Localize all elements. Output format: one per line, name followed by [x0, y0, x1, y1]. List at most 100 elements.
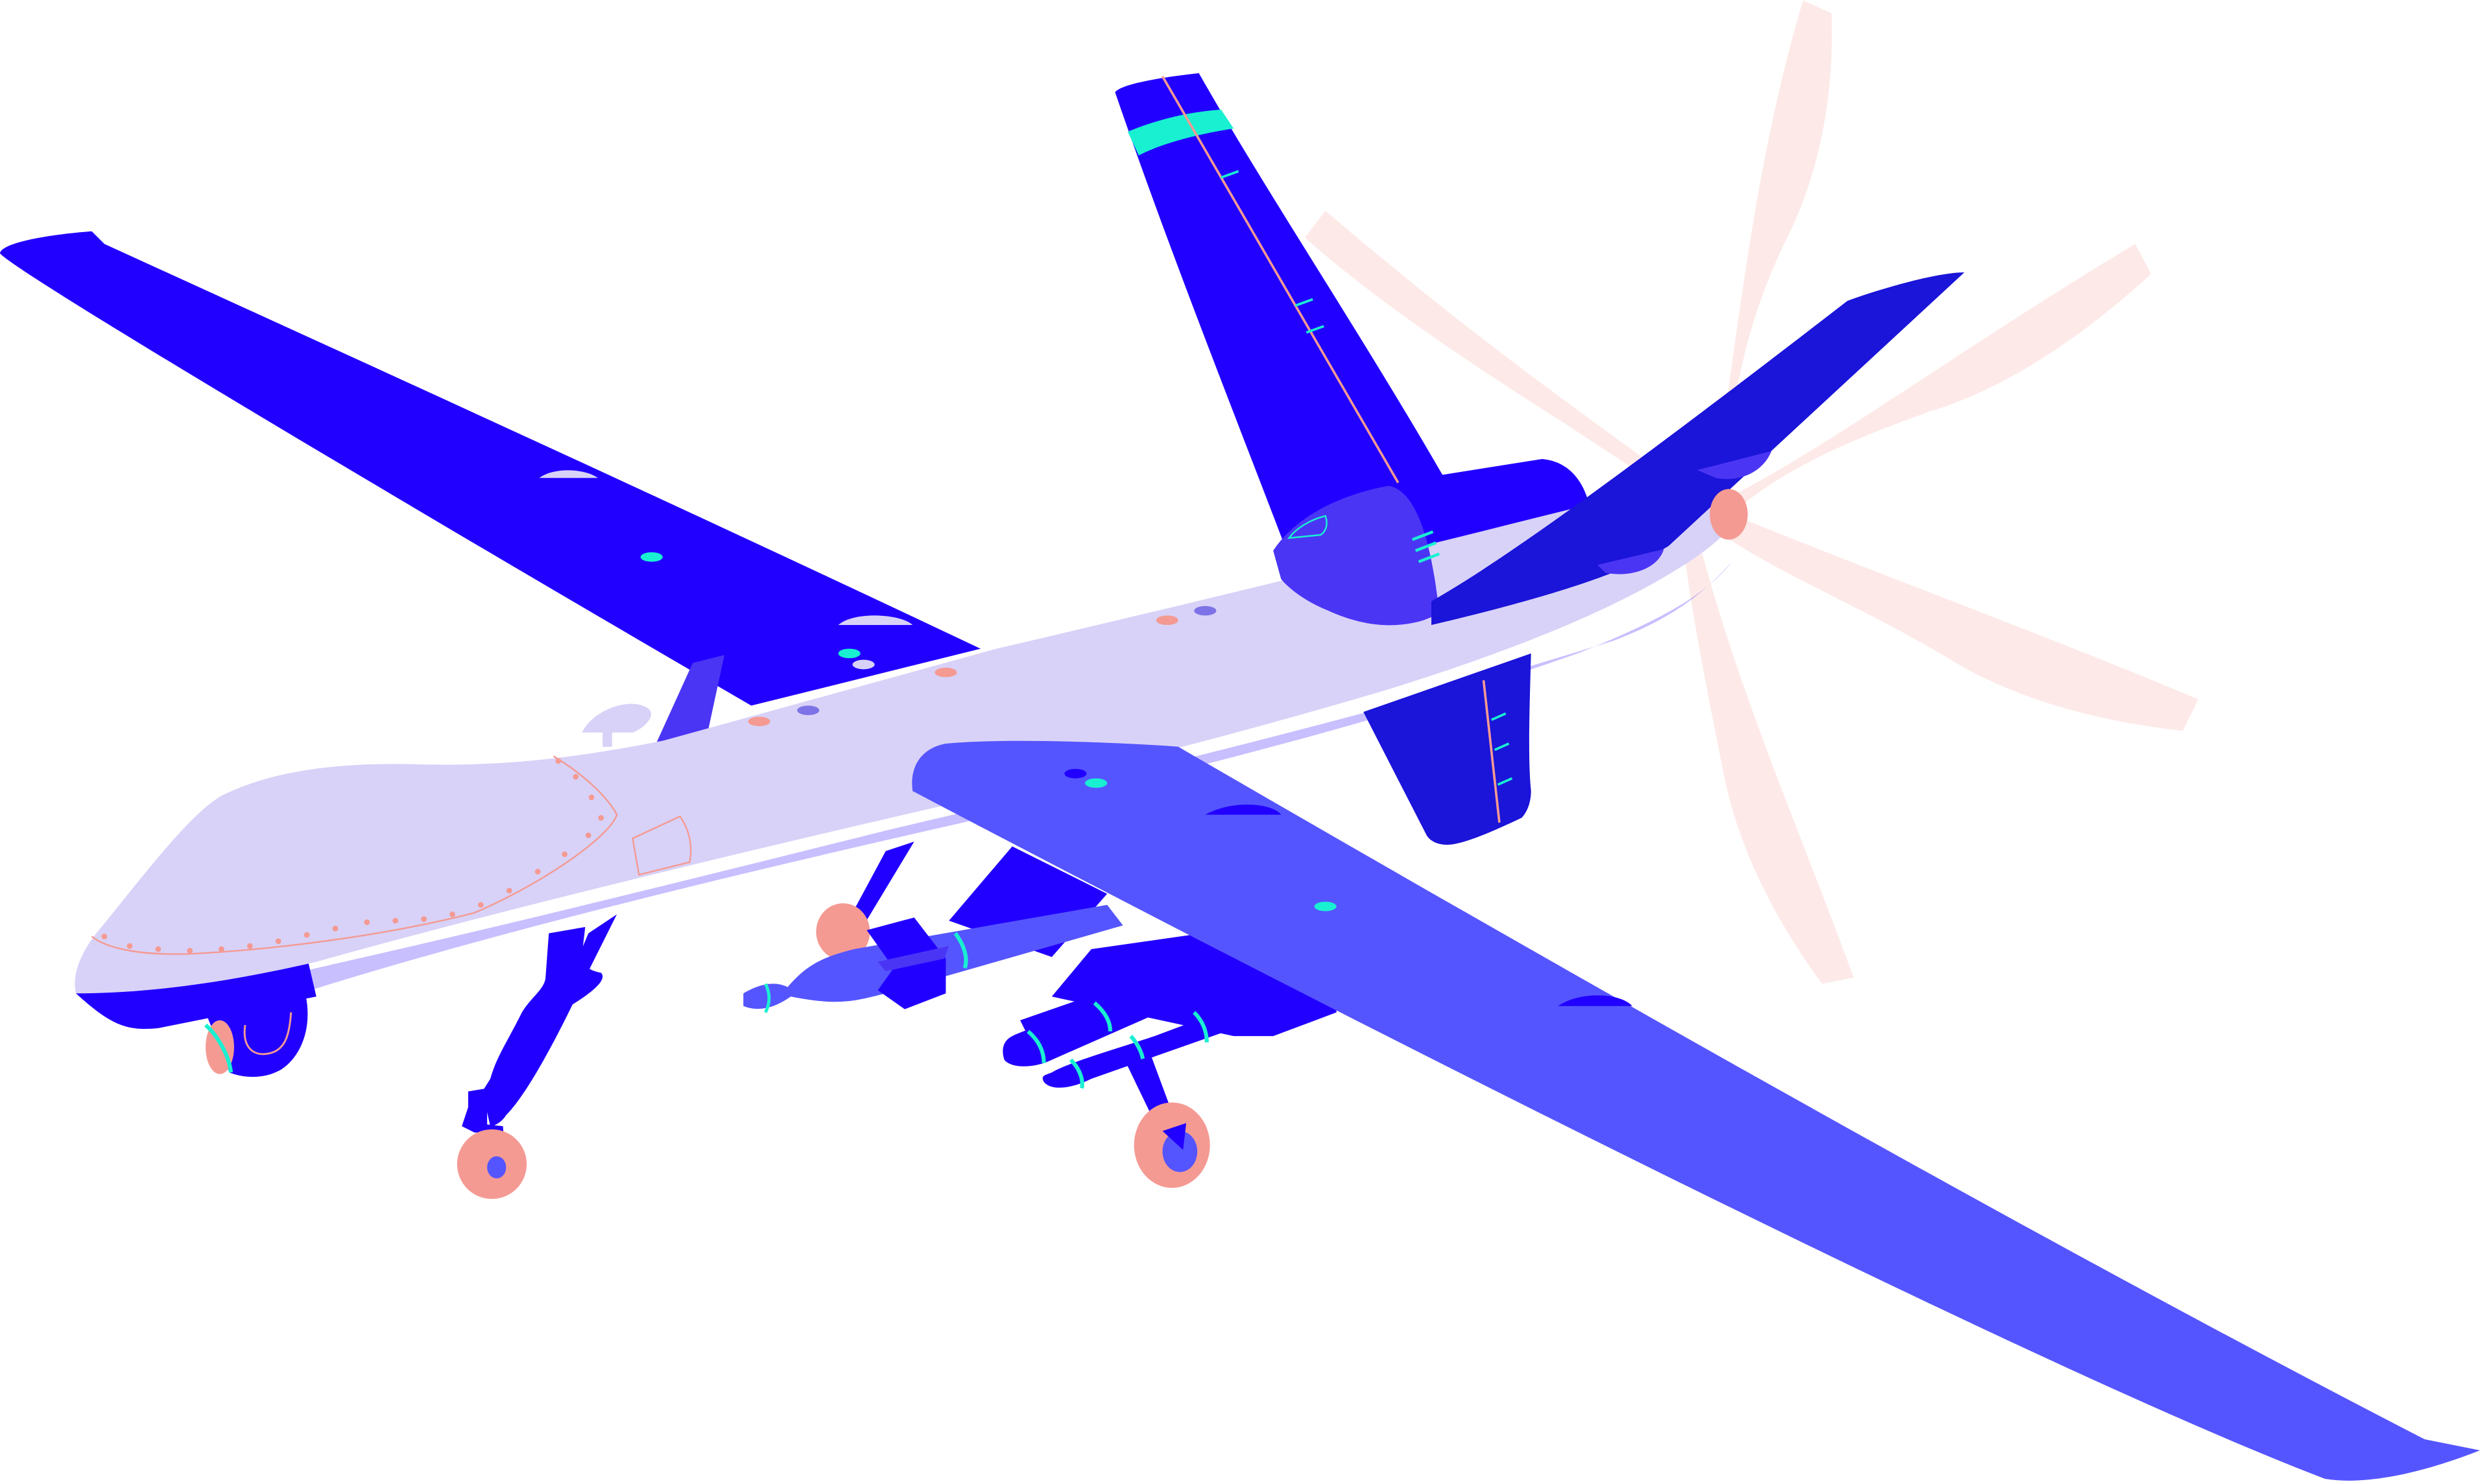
- fuselage-light: [797, 705, 820, 716]
- rivet: [101, 934, 108, 939]
- ventral-fin-marks: [1491, 712, 1513, 786]
- right-wing-light: [1064, 768, 1087, 779]
- tail-fin-stripe: [1127, 109, 1234, 156]
- tail-fin-mark: [1221, 170, 1239, 179]
- rivet: [364, 919, 370, 925]
- fuselage: [75, 484, 1740, 994]
- ventral-fin-mark: [1494, 742, 1510, 751]
- missile-upper-fin: [877, 946, 949, 972]
- rivet: [421, 916, 427, 923]
- fuselage-light: [935, 667, 957, 677]
- right-gear-hub: [1162, 1131, 1198, 1172]
- rivet: [573, 773, 579, 780]
- missile-a-band: [1027, 1030, 1046, 1063]
- rivet: [155, 946, 161, 952]
- right-main-gear: [1126, 1056, 1210, 1188]
- propeller: [1304, 0, 2199, 984]
- tail-fin-mark: [1294, 298, 1313, 307]
- missile-b-band: [1069, 1058, 1084, 1089]
- canopy-outline: [632, 815, 692, 876]
- tail-fin-upper: [1115, 73, 1592, 602]
- fuselage-lights: [748, 606, 1217, 727]
- missile-lower-front: [1020, 946, 1242, 1037]
- left-main-gear: [457, 914, 617, 1199]
- nose-gear-door-outline: [243, 1012, 292, 1055]
- left-wing-flap-marker: [539, 470, 598, 478]
- missile-upper-nose-band: [764, 983, 771, 1013]
- rivet: [275, 938, 281, 945]
- ordnance: [743, 846, 1337, 1089]
- tail-fin-marks: [1221, 170, 1324, 334]
- rivet: [562, 851, 568, 858]
- tail-fin-right: [1431, 272, 1964, 626]
- right-wing: [912, 740, 2480, 1481]
- rivet: [585, 832, 591, 838]
- fuselage-light: [1156, 615, 1178, 626]
- left-gear-leg: [556, 914, 617, 1009]
- rivet: [506, 888, 512, 894]
- rivet: [449, 911, 455, 917]
- left-wing-flap-marker: [838, 615, 913, 626]
- right-wing-flap-marker: [1558, 995, 1632, 1006]
- rivet: [246, 943, 253, 949]
- ventral-fin-line: [1482, 680, 1501, 823]
- tail-right-flap: [1697, 451, 1772, 479]
- missile-b-band: [1193, 1011, 1209, 1042]
- rivet: [477, 902, 484, 908]
- engine-vent: [1414, 541, 1437, 552]
- right-wing-light: [1085, 778, 1108, 788]
- rivet: [187, 948, 193, 954]
- engine-vent: [1412, 530, 1434, 541]
- right-wing-flap-marker: [1205, 805, 1282, 815]
- left-wing-light: [852, 659, 875, 670]
- left-gear-foot: [462, 1088, 488, 1133]
- antenna-dome: [582, 703, 651, 733]
- rivet: [219, 946, 224, 952]
- nose-gear: [204, 993, 308, 1078]
- left-gear-hub: [487, 1156, 507, 1179]
- missile-b: [1042, 988, 1289, 1088]
- rivet: [304, 932, 310, 938]
- rivet: [332, 925, 339, 932]
- nose-rivets: [101, 758, 604, 954]
- right-gear-brace: [1162, 1123, 1187, 1150]
- ventral-fin-mark: [1491, 712, 1507, 722]
- tail-fin-rudder-line: [1161, 75, 1400, 484]
- right-wing-light: [1314, 901, 1337, 912]
- right-gear-tyre-back: [816, 903, 870, 961]
- rivet: [392, 917, 399, 924]
- missile-a: [1003, 957, 1250, 1066]
- engine-vent: [1418, 552, 1440, 563]
- propeller-blade-right: [1727, 514, 2199, 731]
- propeller-blade-upper-right: [1727, 244, 2151, 510]
- left-wing-root-strut: [653, 655, 724, 750]
- ventral-fin: [1363, 653, 1531, 845]
- nose-seam: [91, 755, 618, 955]
- left-wing-details: [539, 470, 913, 670]
- right-wing-details: [1064, 768, 1632, 1006]
- fuselage-light: [1194, 606, 1217, 616]
- engine-vents: [1412, 530, 1440, 563]
- propeller-blade-upper-left: [1304, 211, 1677, 494]
- fuselage-light: [748, 716, 770, 727]
- nose-gear-rim: [204, 1023, 233, 1073]
- antenna-mast: [602, 727, 612, 747]
- propeller-blade-top: [1716, 0, 1832, 475]
- left-wing-light: [640, 552, 663, 562]
- propeller-hub: [1710, 489, 1748, 540]
- rivet: [534, 869, 541, 875]
- engine-cowling: [1273, 486, 1440, 626]
- left-wing: [0, 231, 981, 706]
- tail-fin-mark: [1306, 325, 1324, 334]
- engine-intake-window: [1287, 515, 1328, 539]
- rivet: [126, 943, 133, 949]
- rivet: [598, 815, 604, 821]
- propeller-blade-lower: [1684, 546, 1854, 984]
- rivet: [588, 794, 595, 801]
- missile-upper-band: [953, 932, 968, 969]
- rivet: [555, 758, 562, 764]
- tail-right-flap: [1597, 548, 1664, 574]
- missile-a-band: [1093, 1001, 1113, 1031]
